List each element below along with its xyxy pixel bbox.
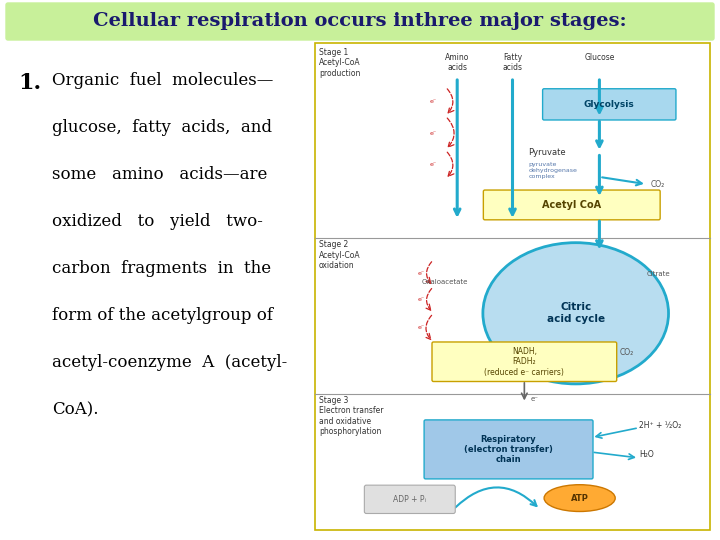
Text: Stage 1
Acetyl-CoA
production: Stage 1 Acetyl-CoA production — [319, 48, 361, 78]
FancyBboxPatch shape — [543, 89, 676, 120]
Text: Acetyl CoA: Acetyl CoA — [542, 200, 601, 210]
Text: ADP + Pᵢ: ADP + Pᵢ — [393, 495, 426, 504]
Text: Glucose: Glucose — [584, 53, 615, 62]
Text: pyruvate
dehydrogenase
complex: pyruvate dehydrogenase complex — [528, 163, 577, 179]
Text: Fatty
acids: Fatty acids — [503, 53, 523, 72]
Text: Stage 2
Acetyl-CoA
oxidation: Stage 2 Acetyl-CoA oxidation — [319, 240, 361, 270]
Ellipse shape — [544, 485, 615, 511]
Text: Cellular respiration occurs inthree major stages:: Cellular respiration occurs inthree majo… — [93, 12, 627, 30]
Text: Stage 3
Electron transfer
and oxidative
phosphorylation: Stage 3 Electron transfer and oxidative … — [319, 396, 384, 436]
Text: Oxaloacetate: Oxaloacetate — [422, 279, 468, 285]
Text: e⁻: e⁻ — [430, 162, 437, 167]
Text: CO₂: CO₂ — [651, 180, 665, 189]
Text: e⁻: e⁻ — [418, 326, 425, 330]
Text: 2H⁺ + ½O₂: 2H⁺ + ½O₂ — [639, 421, 681, 430]
Text: e⁻: e⁻ — [430, 99, 437, 104]
Text: CoA).: CoA). — [52, 401, 99, 418]
Text: oxidized   to   yield   two-: oxidized to yield two- — [52, 213, 263, 230]
Text: acetyl-coenzyme  A  (acetyl-: acetyl-coenzyme A (acetyl- — [52, 354, 287, 371]
Text: e⁻: e⁻ — [530, 396, 539, 402]
Text: 1.: 1. — [18, 72, 41, 94]
Text: CO₂: CO₂ — [619, 348, 634, 357]
FancyBboxPatch shape — [483, 190, 660, 220]
Text: form of the acetylgroup of: form of the acetylgroup of — [52, 307, 273, 324]
Text: Citric
acid cycle: Citric acid cycle — [546, 302, 605, 324]
Text: Organic  fuel  molecules—: Organic fuel molecules— — [52, 72, 274, 89]
FancyBboxPatch shape — [364, 485, 455, 514]
FancyBboxPatch shape — [432, 342, 617, 381]
Text: glucose,  fatty  acids,  and: glucose, fatty acids, and — [52, 119, 272, 136]
Text: Pyruvate: Pyruvate — [528, 148, 566, 157]
FancyBboxPatch shape — [6, 3, 714, 40]
FancyBboxPatch shape — [424, 420, 593, 479]
Bar — [315, 43, 710, 530]
Text: H₂O: H₂O — [639, 450, 654, 459]
Text: Respiratory
(electron transfer)
chain: Respiratory (electron transfer) chain — [464, 435, 553, 464]
Text: e⁻: e⁻ — [418, 271, 425, 275]
Text: some   amino   acids—are: some amino acids—are — [52, 166, 267, 183]
Text: Glycolysis: Glycolysis — [584, 100, 634, 109]
Text: e⁻: e⁻ — [418, 298, 425, 302]
Text: e⁻: e⁻ — [430, 131, 437, 136]
Text: CO₂: CO₂ — [505, 357, 519, 367]
Text: Citrate: Citrate — [647, 271, 670, 278]
Text: carbon  fragments  in  the: carbon fragments in the — [52, 260, 271, 277]
Text: NADH,
FADH₂
(reduced e⁻ carriers): NADH, FADH₂ (reduced e⁻ carriers) — [485, 347, 564, 376]
Text: ATP: ATP — [571, 494, 588, 503]
Text: Amino
acids: Amino acids — [445, 53, 469, 72]
Ellipse shape — [483, 242, 669, 384]
